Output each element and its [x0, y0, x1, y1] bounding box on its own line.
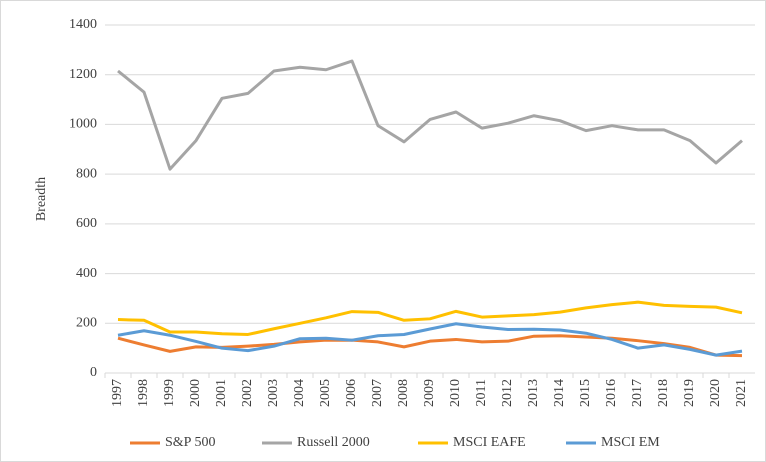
x-tick-label: 2011 [474, 379, 489, 406]
x-tick-label: 2009 [422, 379, 437, 407]
x-tick-label: 2012 [500, 379, 515, 407]
x-tick-label: 2008 [396, 379, 411, 407]
y-tick-label: 600 [76, 216, 97, 231]
y-axis-label: Breadth [34, 177, 49, 221]
y-tick-label: 1400 [69, 17, 97, 32]
x-tick-label: 2000 [188, 379, 203, 407]
x-tick-label: 2002 [240, 379, 255, 407]
x-tick-label: 2001 [214, 379, 229, 407]
x-tick-label: 1998 [136, 379, 151, 407]
legend-label: MSCI EM [601, 435, 660, 450]
x-tick-label: 2013 [526, 379, 541, 407]
x-tick-label: 2010 [448, 379, 463, 407]
x-tick-label: 2003 [266, 379, 281, 407]
legend-label: MSCI EAFE [453, 435, 526, 450]
x-tick-label: 1997 [110, 379, 125, 407]
x-tick-label: 2020 [708, 379, 723, 407]
series-line [117, 300, 743, 336]
y-tick-label: 800 [76, 166, 97, 181]
x-tick-label: 1999 [162, 379, 177, 407]
series-line [117, 322, 743, 357]
x-tick-label: 2019 [682, 379, 697, 407]
x-tick-label: 2017 [630, 379, 645, 407]
x-tick-label: 2014 [552, 379, 567, 407]
x-tick-label: 2021 [734, 379, 749, 407]
x-tick-label: 2006 [344, 379, 359, 407]
x-tick-label: 2007 [370, 379, 385, 407]
y-tick-label: 0 [90, 365, 97, 380]
x-tick-label: 2015 [578, 379, 593, 407]
legend-label: Russell 2000 [297, 435, 370, 450]
y-tick-label: 1200 [69, 67, 97, 82]
y-tick-label: 400 [76, 266, 97, 281]
legend-label: S&P 500 [165, 435, 215, 450]
series-line [117, 59, 743, 171]
x-tick-label: 2018 [656, 379, 671, 407]
x-tick-label: 2016 [604, 379, 619, 407]
y-tick-label: 1000 [69, 117, 97, 132]
y-tick-label: 200 [76, 316, 97, 331]
x-tick-label: 2005 [318, 379, 333, 407]
x-tick-label: 2004 [292, 379, 307, 407]
